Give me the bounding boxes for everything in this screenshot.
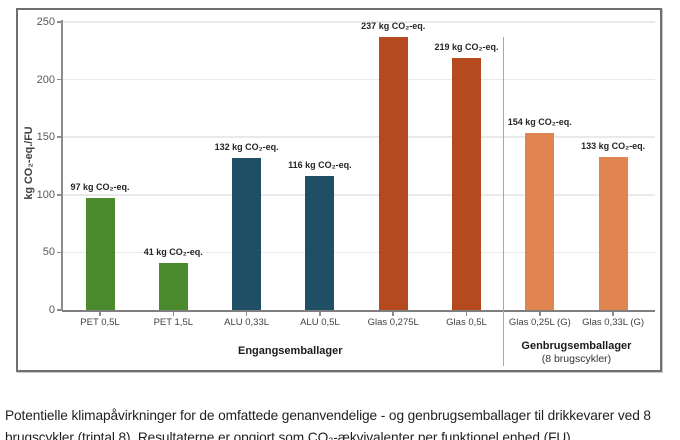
caption-line-1: Potentielle klimapåvirkninger for de omf… [5,407,651,423]
caption-line-2: brugscykler (triptal 8). Resultaterne er… [5,430,575,440]
figure-caption: Potentielle klimapåvirkninger for de omf… [5,405,677,440]
chart-frame [16,8,662,372]
y-axis-title: kg CO₂-eq./FU [23,126,35,200]
